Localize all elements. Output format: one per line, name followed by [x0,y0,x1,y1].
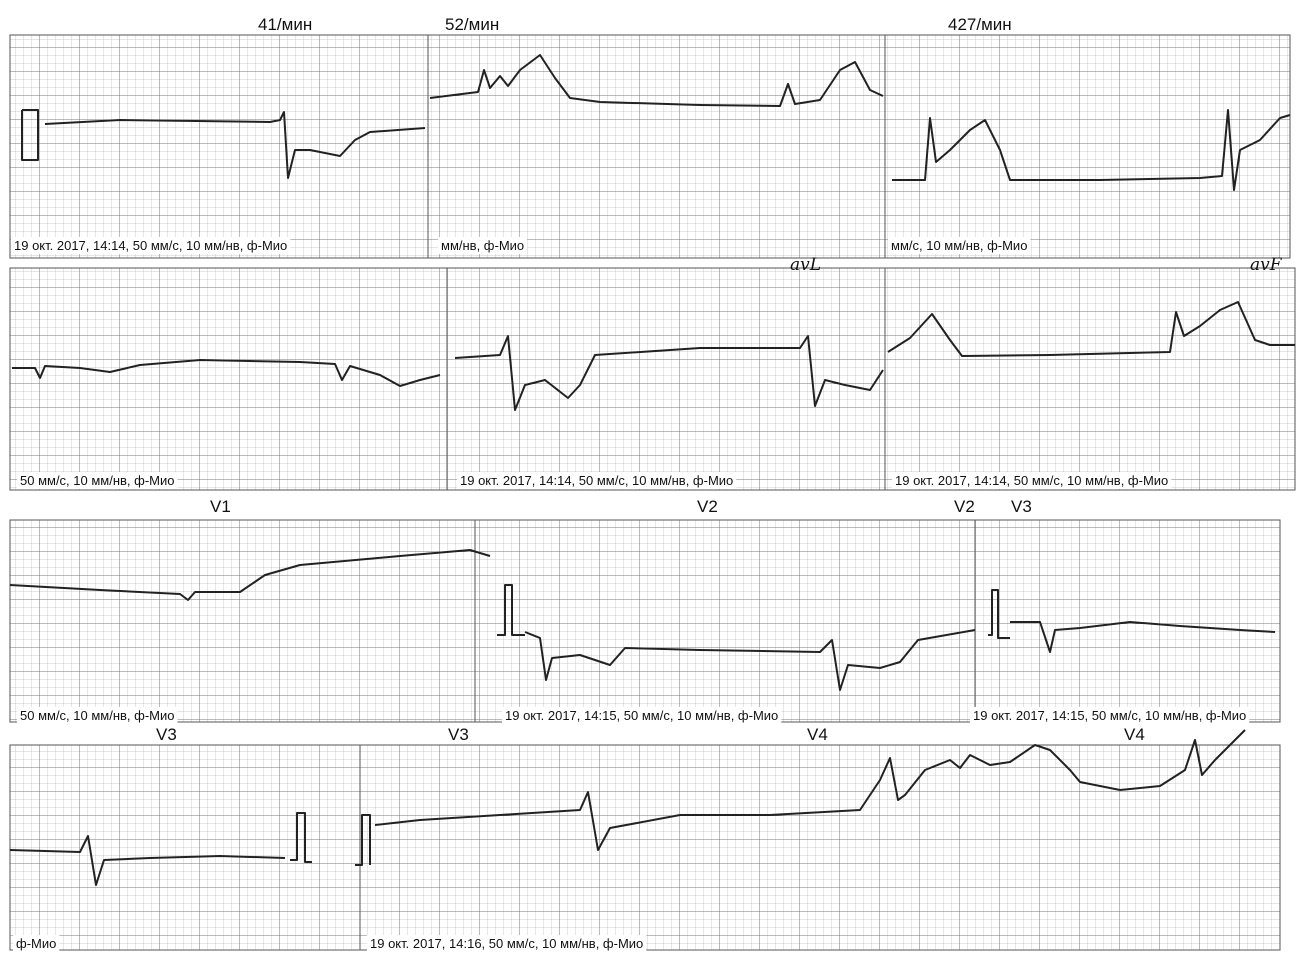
lead-label: V1 [210,497,231,516]
lead-label: V3 [448,725,469,744]
lead-label: avL [790,255,821,275]
strip-caption: 50 мм/с, 10 мм/нв, ф-Мио [20,708,175,723]
strip-caption: мм/нв, ф-Мио [441,238,524,253]
strip-caption: ф-Мио [16,936,56,951]
lead-label: V2 [954,497,975,516]
lead-label: V2 [697,497,718,516]
lead-label: V4 [807,725,828,744]
lead-label: V3 [156,725,177,744]
strip-caption: 19 окт. 2017, 14:16, 50 мм/с, 10 мм/нв, … [370,936,643,951]
lead-label: avF [1250,255,1283,275]
lead-label: V4 [1124,725,1145,744]
strip-caption: 19 окт. 2017, 14:14, 50 мм/с, 10 мм/нв, … [14,238,287,253]
strip-caption: 19 окт. 2017, 14:14, 50 мм/с, 10 мм/нв, … [460,473,733,488]
heart-rate: 52/мин [445,15,499,34]
strip-caption: 19 окт. 2017, 14:15, 50 мм/с, 10 мм/нв, … [973,708,1246,723]
strip-caption: 19 окт. 2017, 14:15, 50 мм/с, 10 мм/нв, … [505,708,778,723]
heart-rate: 41/мин [258,15,312,34]
ecg-page: 41/мин 52/мин 427/мин avL avF V1 V2 V2 V… [0,0,1303,954]
strip-caption: 50 мм/с, 10 мм/нв, ф-Мио [20,473,175,488]
grid-panels [10,35,1295,950]
heart-rate: 427/мин [948,15,1012,34]
lead-label: V3 [1011,497,1032,516]
strip-caption: мм/с, 10 мм/нв, ф-Мио [891,238,1027,253]
strip-caption: 19 окт. 2017, 14:14, 50 мм/с, 10 мм/нв, … [895,473,1168,488]
